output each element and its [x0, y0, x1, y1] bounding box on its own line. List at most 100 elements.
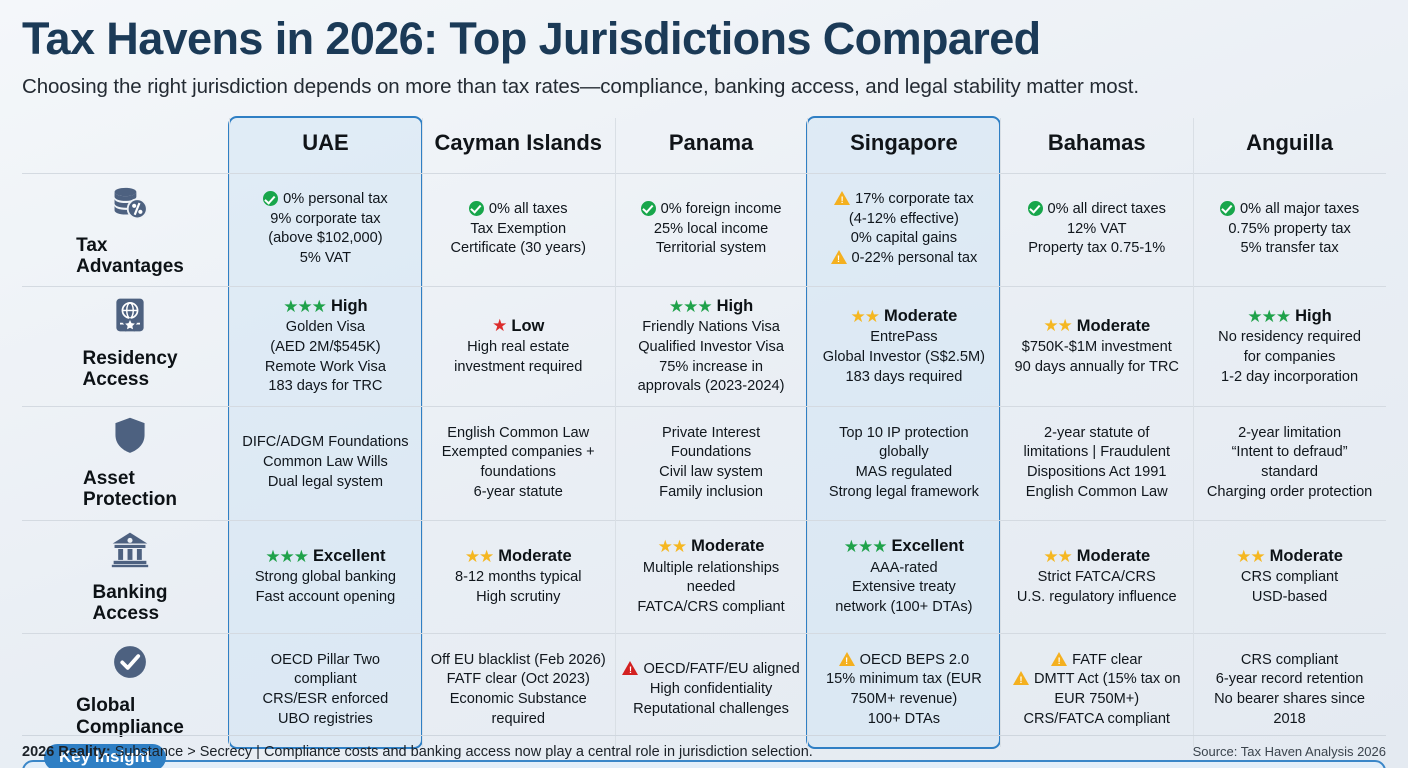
cell-line-text: FATF clear [1072, 651, 1143, 668]
cell-line-text: Strong legal framework [828, 483, 979, 500]
footer-note-text: Substance > Secrecy | Compliance costs a… [110, 744, 813, 760]
rating: ★★ Moderate [658, 535, 765, 557]
table-cell: 0% all major taxes 0.75% property tax 5% t… [1193, 173, 1386, 287]
cell-line: approvals (2023-2024) [638, 377, 785, 397]
cell-line: (AED 2M/$545K) [270, 338, 380, 358]
table-cell: Off EU blacklist (Feb 2026) FATF clear (O… [422, 633, 615, 747]
cell-line-text: 0% foreign income [660, 200, 782, 217]
cell-line: compliant [294, 670, 356, 690]
row-separator [22, 406, 1386, 408]
row-separator [22, 633, 1386, 635]
cell-line-text: Friendly Nations Visa [642, 319, 780, 336]
cell-line: Multiple relationships [643, 559, 779, 579]
table-cell: 0% personal tax 9% corporate tax (above $1… [229, 173, 422, 287]
cell-line: Dual legal system [268, 473, 383, 493]
cell-line-text: 9% corporate tax [270, 210, 381, 227]
cell-line: (4-12% effective) [849, 210, 959, 230]
cell-line-text: “Intent to defraud” [1231, 444, 1348, 461]
cell-line-text: approvals (2023-2024) [637, 378, 785, 395]
cell-line: Common Law Wills [263, 453, 388, 473]
cell-line: AAA-rated [870, 559, 937, 579]
cell-line: Property tax 0.75-1% [1028, 239, 1165, 259]
cell-line: 6-year record retention [1216, 670, 1364, 690]
cell-line: Global Investor (S$2.5M) [823, 348, 985, 368]
warning-triangle-icon [834, 191, 851, 206]
column-header-cayman-islands: Cayman Islands [434, 130, 602, 156]
cell-line: FATCA/CRS compliant [637, 598, 784, 618]
cell-line-text: for companies [1243, 348, 1336, 365]
cell-line: 0-22% personal tax [830, 249, 977, 269]
table-cell: ★★★ High No residency required for companie… [1193, 286, 1386, 406]
row-label-text: Tax Advantages [76, 235, 184, 278]
cell-line: Charging order protection [1207, 483, 1373, 503]
rating: ★★★ High [1247, 305, 1331, 327]
cell-line: 0.75% property tax [1228, 220, 1351, 240]
cell-line-text: EUR 750M+) [1054, 691, 1140, 707]
cell-line-text: CRS compliant [1240, 651, 1339, 668]
star-rating-icon: ★★★ [668, 296, 713, 316]
warning-triangle-icon [1051, 651, 1068, 667]
rating-label: Moderate [691, 537, 765, 556]
column-header-uae: UAE [302, 130, 349, 156]
star-rating-icon: ★★ [1043, 546, 1073, 566]
cell-line: 8-12 months typical [455, 568, 582, 588]
cell-line: $750K-$1M investment [1022, 338, 1172, 358]
row-label-check-circle: Global Compliance [22, 633, 229, 747]
table-cell: FATF clear DMTT Act (15% tax on EUR 750M+)… [1000, 633, 1193, 747]
table-cell: ★★ Moderate $750K-$1M investment 90 days an… [1000, 286, 1193, 406]
bank-building-icon [111, 532, 149, 567]
rating: ★★ Moderate [1043, 315, 1150, 337]
row-label-text: Global Compliance [76, 695, 184, 738]
cell-line: investment required [454, 358, 582, 378]
cell-line: CRS/ESR enforced [263, 690, 389, 710]
cell-line: OECD BEPS 2.0 [838, 651, 970, 671]
table-cell: ★★ Moderate 8-12 months typical High scruti… [422, 520, 615, 634]
cell-line-text: Dispositions Act 1991 [1026, 463, 1167, 480]
cell-line-text: 90 days annually for TRC [1014, 358, 1179, 375]
passport-globe-icon [116, 298, 144, 332]
cell-line-text: FATCA/CRS compliant [637, 598, 785, 615]
table-cell: English Common Law Exempted companies + fo… [422, 406, 615, 520]
cell-line-text: 1-2 day incorporation [1221, 368, 1359, 385]
row-label-text: Banking Access [93, 582, 168, 625]
cell-line-text: 0.75% property tax [1228, 220, 1351, 237]
table-cell: CRS compliant 6-year record retention No b… [1193, 633, 1386, 747]
cell-line-text: USD-based [1251, 589, 1328, 606]
footer-note: 2026 Reality: Substance > Secrecy | Comp… [22, 744, 813, 760]
cell-line-text: 2-year limitation [1238, 424, 1342, 441]
cell-line-text: network (100+ DTAs) [835, 598, 973, 615]
cell-line: 183 days for TRC [268, 377, 382, 397]
cell-line: Off EU blacklist (Feb 2026) [431, 651, 606, 671]
cell-line: standard [1261, 463, 1318, 483]
cell-line-text: $750K-$1M investment [1021, 339, 1172, 356]
key-insight-section: The UAE and Singapore stand out for thei… [22, 743, 1386, 768]
cell-line: 100+ DTAs [868, 710, 940, 730]
row-label-line2: Access [92, 602, 160, 624]
cell-line: Territorial system [656, 239, 766, 259]
row-label-line2: Protection [83, 489, 177, 511]
cell-line-text: Private Interest [661, 424, 761, 441]
cell-line-text: CRS/FATCA compliant [1023, 710, 1170, 727]
cell-line-text: 6-year record retention [1215, 671, 1364, 688]
cell-line: Friendly Nations Visa [642, 318, 780, 338]
cell-line: Foundations [671, 443, 751, 463]
rating: ★★ Moderate [1236, 545, 1343, 567]
row-label-line2: Access [82, 369, 150, 391]
cell-line: 12% VAT [1067, 220, 1126, 240]
cell-line-text: No residency required [1218, 329, 1361, 346]
rating-label: Moderate [883, 307, 958, 325]
cell-line-text: High confidentiality [649, 681, 773, 698]
cell-line-text: Territorial system [655, 240, 767, 257]
comparison-table: UAE Cayman Islands Panama Singapore Bahamas A… [22, 115, 1386, 749]
cell-line-text: OECD BEPS 2.0 [859, 651, 970, 668]
table-cell: DIFC/ADGM Foundations Common Law Wills Dua… [229, 406, 422, 520]
check-badge-icon [640, 200, 656, 216]
cell-line: High scrutiny [476, 588, 560, 608]
cell-line: MAS regulated [856, 463, 953, 483]
cell-line: 6-year statute [474, 483, 563, 503]
star-rating-icon: ★★ [1043, 316, 1073, 336]
cell-line: 183 days required [845, 368, 962, 388]
cell-line-text: foundations [480, 463, 556, 480]
cell-line: CRS compliant [1241, 651, 1338, 671]
cell-line-text: 100+ DTAs [867, 710, 941, 727]
